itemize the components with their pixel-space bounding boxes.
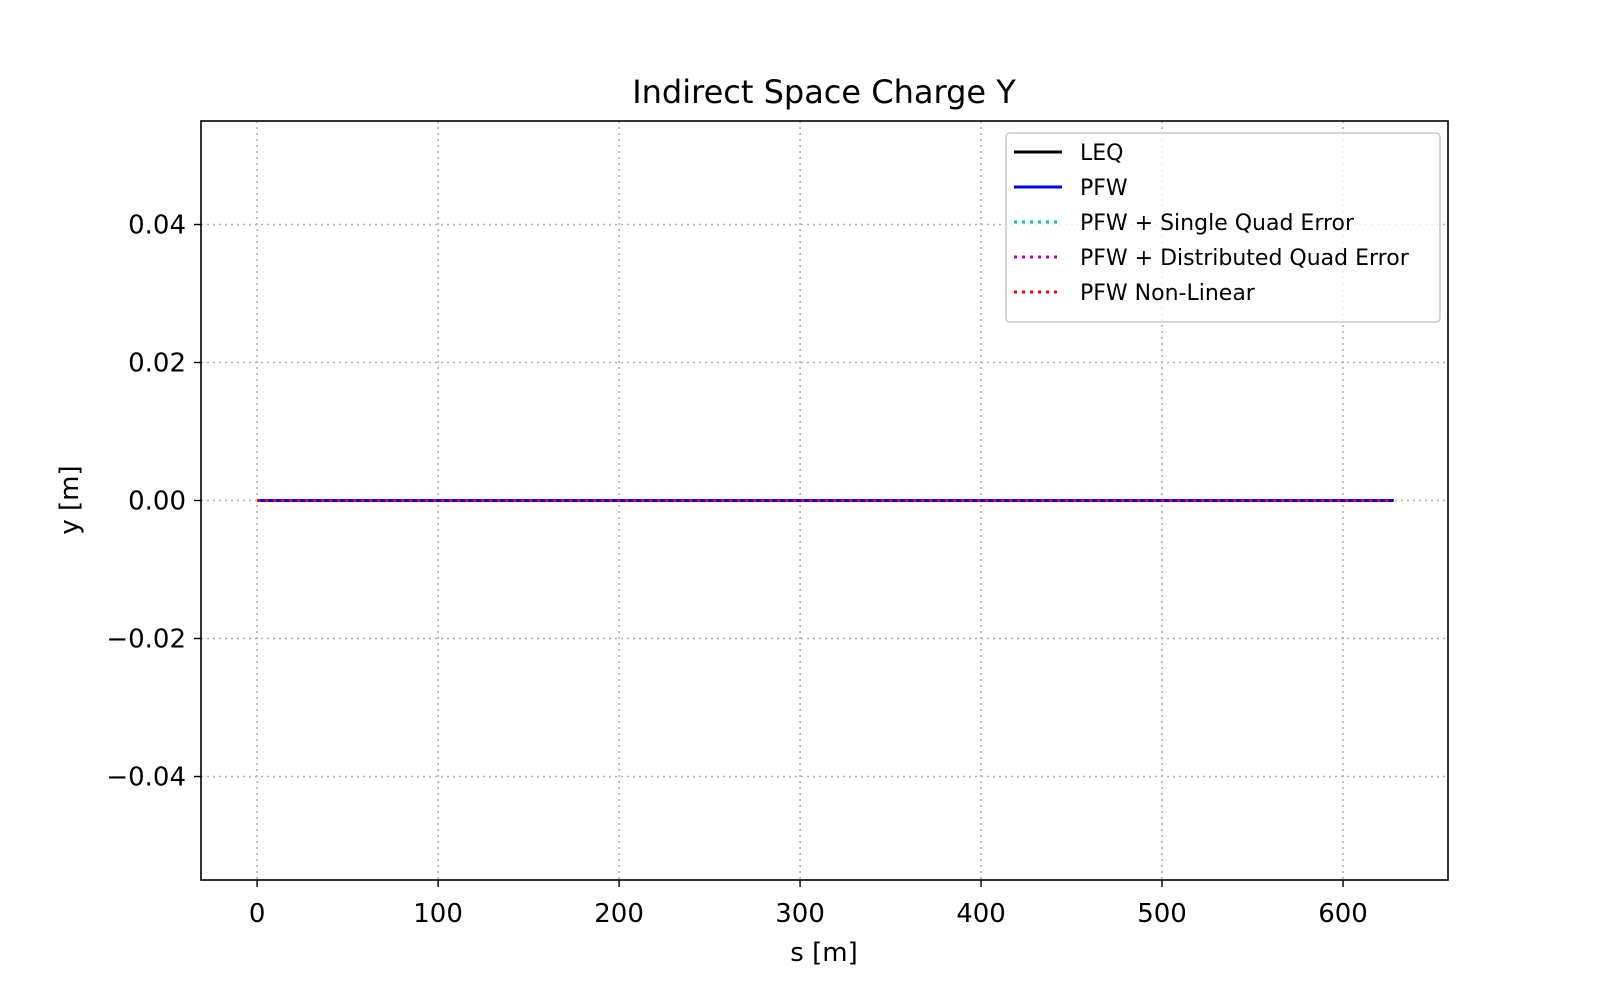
legend: LEQ PFW PFW + Single Quad Error PFW + Distr… — [1005, 132, 1441, 323]
x-tick-label: 400 — [956, 899, 1006, 929]
x-tick-label: 600 — [1318, 899, 1368, 929]
y-tick-label: −0.02 — [106, 625, 186, 655]
y-tick-label: 0.02 — [128, 349, 186, 379]
y-tick-label: 0.00 — [128, 487, 186, 517]
ticks: 0 100 200 300 400 500 600 −0.04 −0.02 0.00 0.02 0.0… — [106, 211, 1368, 930]
legend-label: LEQ — [1080, 141, 1123, 166]
legend-label: PFW + Distributed Quad Error — [1080, 246, 1410, 271]
x-tick-label: 200 — [594, 899, 644, 929]
legend-box — [1005, 132, 1441, 323]
legend-label: PFW Non-Linear — [1080, 281, 1256, 306]
x-tick-label: 0 — [249, 899, 266, 929]
chart-title: Indirect Space Charge Y — [632, 73, 1016, 111]
legend-label: PFW — [1080, 176, 1128, 201]
x-tick-label: 500 — [1137, 899, 1187, 929]
x-tick-label: 100 — [413, 899, 463, 929]
x-tick-label: 300 — [775, 899, 825, 929]
y-tick-label: 0.04 — [128, 211, 186, 241]
y-axis-label: y [m] — [55, 465, 85, 534]
legend-label: PFW + Single Quad Error — [1080, 211, 1355, 236]
x-axis-label: s [m] — [790, 938, 857, 968]
y-tick-label: −0.04 — [106, 763, 186, 793]
